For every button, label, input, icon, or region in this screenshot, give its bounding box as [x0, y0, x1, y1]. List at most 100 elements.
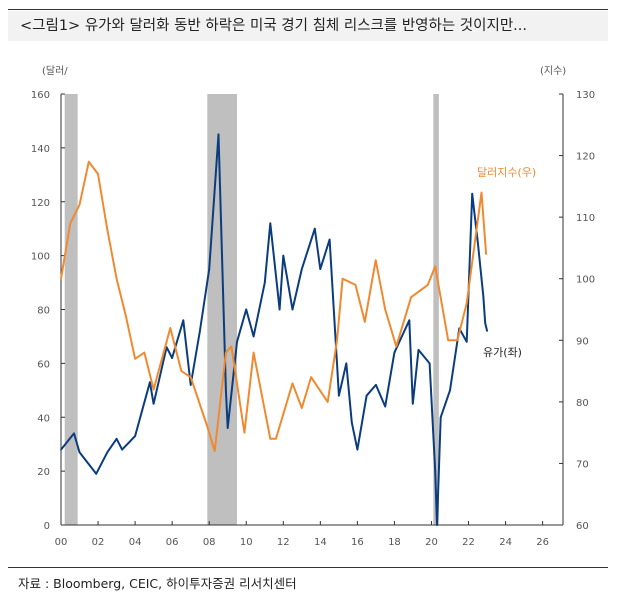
top-rule	[8, 9, 608, 10]
dollar-point	[447, 339, 449, 342]
oil-point	[484, 322, 486, 324]
dollar-point	[189, 376, 192, 379]
dollar-point	[456, 339, 459, 342]
left-tick-label: 80	[37, 306, 50, 317]
oil-price-line	[60, 133, 489, 526]
dollar-point	[310, 376, 312, 379]
left-tick-label: 140	[31, 144, 50, 155]
oil-point	[199, 330, 201, 332]
oil-point	[301, 268, 303, 270]
oil-point	[78, 451, 81, 454]
dollar-point	[326, 401, 329, 403]
dollar-point	[87, 160, 90, 163]
oil-point	[171, 357, 173, 359]
oil-point	[208, 268, 210, 270]
dollar-point	[275, 438, 277, 440]
figure-title: <그림1> 유가와 달러화 동반 하락은 미국 경기 침체 리스크를 반영하는 …	[8, 11, 608, 41]
oil-point	[269, 222, 272, 225]
oil-point	[121, 448, 123, 451]
dollar-point	[97, 173, 99, 175]
x-tick-label: 06	[166, 537, 179, 548]
dollar-point	[206, 425, 209, 428]
dollar-point	[384, 308, 386, 311]
dollar-point	[363, 321, 366, 323]
right-tick-label: 90	[576, 336, 589, 347]
oil-point	[252, 335, 255, 338]
x-tick-label: 26	[536, 537, 549, 548]
dollar-point	[410, 296, 412, 298]
dollar-point	[143, 351, 146, 354]
oil-point	[365, 394, 368, 397]
dollar-point	[225, 351, 227, 354]
dollar-point	[125, 314, 127, 317]
left-tick-label: 20	[37, 467, 50, 478]
oil-point	[449, 389, 451, 392]
dollar-point	[485, 253, 487, 255]
oil-point	[278, 308, 281, 311]
oil-point	[439, 416, 442, 419]
dollar-point	[230, 345, 233, 348]
dollar-point	[78, 204, 81, 206]
oil-point	[134, 435, 136, 437]
dollar-point	[341, 277, 344, 280]
x-tick-label: 08	[203, 537, 216, 548]
left-tick-label: 0	[44, 521, 50, 532]
oil-point	[428, 362, 431, 365]
oil-point	[95, 473, 97, 475]
dollar-point	[152, 388, 155, 391]
x-tick-label: 20	[425, 537, 438, 548]
x-tick-label: 04	[129, 537, 142, 548]
x-tick-label: 12	[277, 537, 290, 548]
x-tick-label: 00	[55, 537, 68, 548]
oil-point	[226, 427, 229, 429]
oil-point	[328, 238, 331, 241]
x-tick-label: 16	[351, 537, 364, 548]
dollar-point	[354, 284, 357, 286]
right-tick-label: 130	[576, 90, 595, 101]
oil-point	[115, 438, 118, 440]
right-axis-unit: (지수)	[540, 65, 566, 77]
dollar-series-label: 달러지수(우)	[477, 166, 536, 179]
oil-point	[149, 381, 151, 384]
oil-point	[345, 362, 348, 365]
dollar-point	[169, 327, 172, 329]
left-axis-unit: (달러/	[42, 65, 68, 77]
oil-point	[225, 389, 227, 392]
left-tick-label: 160	[31, 90, 50, 101]
source-note: 자료 : Bloomberg, CEIC, 하이투자증권 리서치센터	[18, 576, 297, 591]
bottom-rule	[8, 567, 608, 568]
oil-point	[351, 421, 353, 424]
oil-point	[408, 319, 411, 322]
dollar-point	[291, 382, 294, 385]
recession-shading	[207, 94, 237, 525]
oil-point	[60, 448, 62, 451]
oil-point	[73, 432, 75, 435]
dollar-point	[243, 431, 246, 434]
oil-point	[336, 362, 338, 365]
oil-point	[189, 384, 192, 386]
oil-point	[471, 192, 474, 195]
right-tick-label: 110	[576, 213, 595, 224]
oil-point	[291, 308, 294, 311]
oil-point	[338, 394, 340, 397]
oil-point	[245, 308, 248, 311]
oil-point	[482, 295, 485, 297]
oil-point	[217, 133, 220, 136]
dollar-point	[134, 357, 136, 360]
oil-series-label: 유가(좌)	[483, 346, 522, 359]
dollar-point	[252, 351, 255, 354]
oil-point	[393, 351, 396, 354]
dollar-point	[69, 222, 72, 225]
right-tick-label: 100	[576, 275, 595, 286]
oil-point	[313, 227, 316, 230]
x-tick-label: 22	[462, 537, 475, 548]
oil-point	[106, 451, 109, 454]
dollar-point	[434, 265, 436, 268]
left-tick-label: 60	[37, 359, 50, 370]
dollar-point	[106, 228, 109, 231]
dollar-point	[60, 277, 62, 280]
oil-point	[417, 349, 420, 351]
dollar-point	[465, 302, 468, 305]
